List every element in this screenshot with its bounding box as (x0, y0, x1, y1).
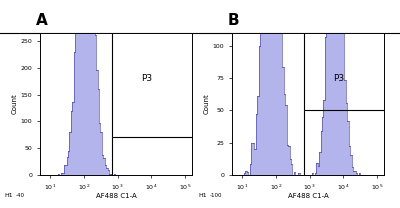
Text: B: B (228, 13, 240, 28)
X-axis label: AF488 C1-A: AF488 C1-A (96, 193, 136, 199)
Text: -40: -40 (16, 193, 25, 198)
Y-axis label: Count: Count (204, 94, 210, 114)
X-axis label: AF488 C1-A: AF488 C1-A (288, 193, 328, 199)
Text: -100: -100 (210, 193, 222, 198)
Text: P3: P3 (141, 74, 152, 83)
Text: H1: H1 (4, 193, 13, 198)
Text: A: A (36, 13, 48, 28)
Text: H1: H1 (198, 193, 207, 198)
Y-axis label: Count: Count (12, 94, 18, 114)
Text: P3: P3 (333, 74, 344, 83)
